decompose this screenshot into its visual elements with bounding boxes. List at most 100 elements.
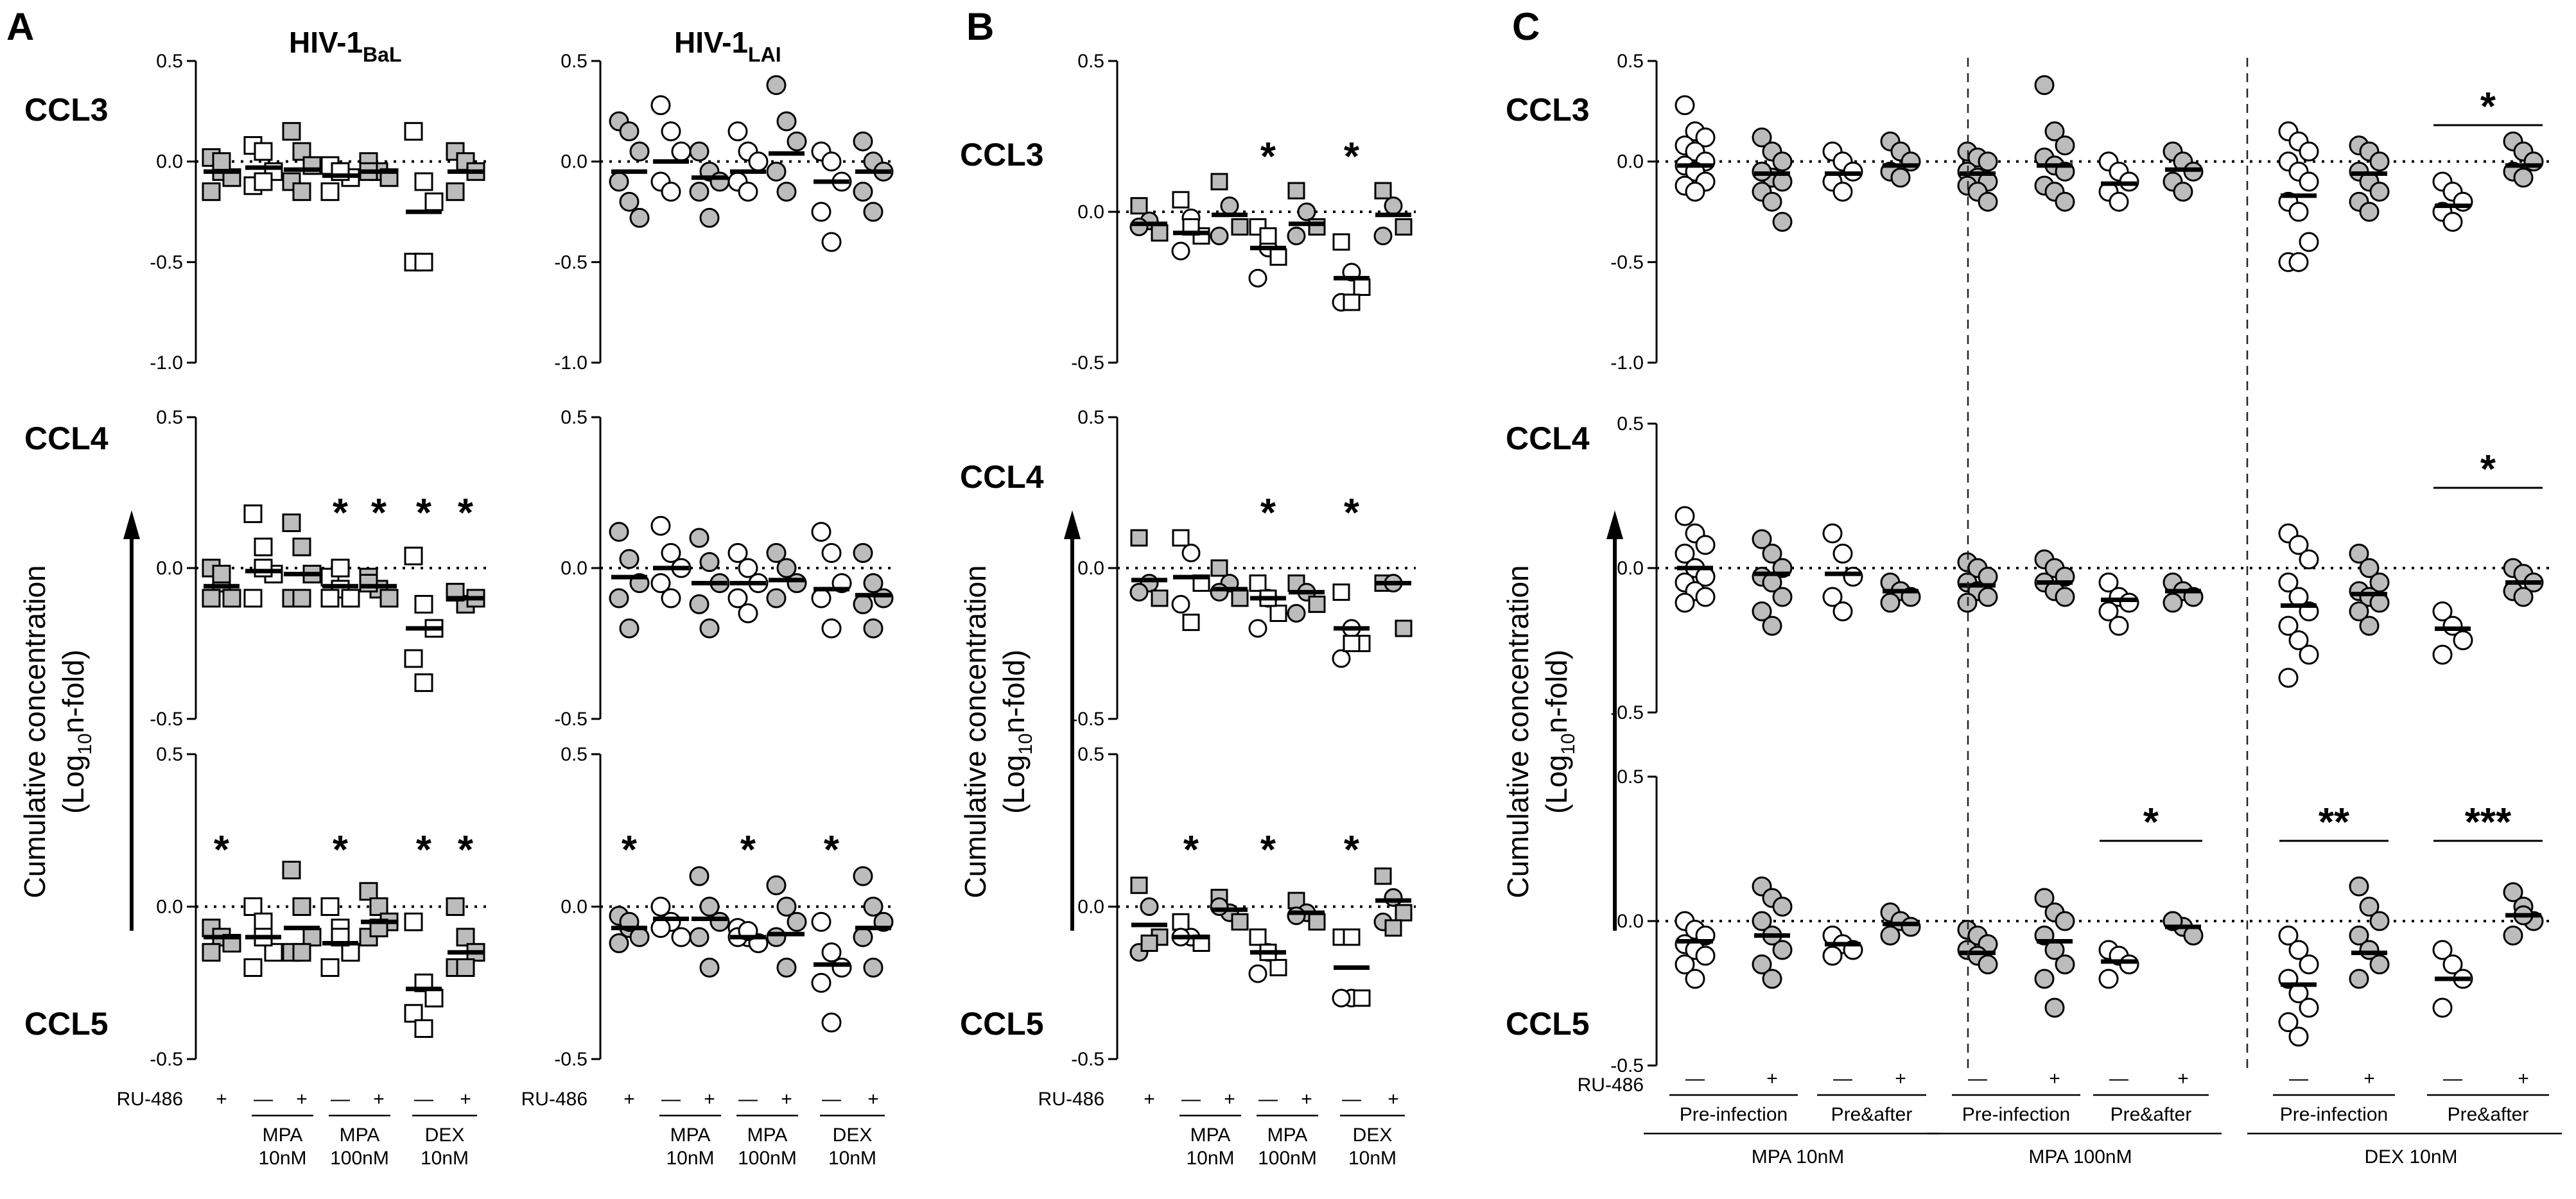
panel-b-ccl3-group-2-point-2	[1231, 218, 1249, 236]
panel-b-ccl3-group-2-point-1	[1220, 196, 1239, 216]
panel-a-lai-ccl4-group-4-point-3	[766, 588, 787, 608]
panel-c-ccl4-group-9-point-2	[2369, 573, 2390, 592]
panel-a-bal-ccl4-star-3: *	[458, 491, 474, 535]
panel-c-ccl3-group-8-point-5	[2299, 171, 2319, 192]
panel-b-ccl3-group-2-point-3	[1210, 227, 1229, 246]
panel-b-ccl3-star-1: *	[1344, 135, 1360, 179]
panel-c-ccl4-ytick-label-0: 0.5	[1617, 413, 1644, 435]
panel-a-bal-sign-4: +	[373, 1089, 385, 1110]
panel-b-ccl4-group-0-point-0	[1130, 529, 1148, 547]
panel-a-lai-ccl5-group-2-point-0	[689, 866, 709, 886]
panel-b-ccl4-group-2-point-0	[1210, 559, 1228, 577]
panel-c-ccl3-group-9-point-5	[2369, 182, 2390, 202]
panel-a-lai-ccl5-group-2-point-2	[709, 911, 730, 932]
panel-c-regimen-label-2: Pre-infection	[1962, 1104, 2070, 1125]
panel-b-ccl5-group-4-point-3	[1287, 906, 1306, 926]
panel-a-lai-ccl3-group-3-point-0	[727, 121, 748, 142]
panel-a-lai-treatment-label-1-line2: 100nM	[738, 1148, 797, 1169]
panel-a-bal-treatment-label-2-line2: 10nM	[421, 1148, 469, 1169]
panel-b-ccl3-group-1-point-0	[1172, 191, 1190, 209]
panel-a-bal-ccl3-group-5-point-1	[414, 172, 433, 191]
panel-b-ccl3-group-6-point-1	[1384, 196, 1403, 216]
panel-c-ccl5-group-9-point-5	[2369, 954, 2390, 974]
panel-a-bal-ccl3-group-2-point-4	[292, 182, 311, 202]
panel-c-ccl5-group-1-point-7	[1762, 969, 1782, 989]
panel-b-ccl3-ytick-label-1: 0.0	[1077, 202, 1104, 223]
panel-a-bal-ccl5-group-3-point-3	[320, 958, 340, 977]
panel-c-ccl4-group-6-point-4	[2109, 616, 2129, 636]
panel-c-ccl3-group-1-point-0	[1752, 127, 1772, 148]
panel-c-ccl5-ytick-label-1: 0.0	[1617, 911, 1644, 932]
panel-a-bal-ccl4-group-3-point-3	[320, 589, 340, 608]
panel-b-sign-6: +	[1388, 1089, 1399, 1110]
y-axis-title-c: Cumulative concentration (Log10n-fold)	[1501, 565, 1579, 898]
panel-b-ccl4-group-5-point-3	[1332, 649, 1351, 668]
panel-a-bal-treatment-label-0-line1: MPA	[263, 1125, 303, 1146]
y-arrow-b	[1064, 510, 1081, 931]
panel-c-ccl4-group-0-point-8	[1695, 587, 1716, 607]
panel-a-bal-ccl5-group-3-point-0	[320, 897, 340, 916]
panel-c-ccl3-group-4-point-2	[1978, 151, 1998, 172]
panel-a-lai-ccl5-group-1-point-2	[671, 927, 692, 947]
panel-c-ccl5-group-6-point-3	[2098, 969, 2119, 989]
panel-b-sign-5: —	[1342, 1089, 1361, 1110]
row-label-b-ccl4: CCL4	[960, 459, 1044, 495]
panel-c-ccl4-group-2-point-2	[1843, 567, 1863, 587]
panel-a-lai-ccl5-group-1-point-3	[650, 918, 671, 938]
y-axis-title-c-sub: 10	[1558, 733, 1579, 754]
panel-b-sign-0: +	[1144, 1089, 1155, 1110]
panel-a-bal-sign-5: —	[414, 1089, 433, 1110]
row-label-a-ccl4: CCL4	[24, 420, 109, 456]
panel-c-ccl4-group-4-point-5	[1978, 587, 1998, 607]
panel-a-bal-ccl5-group-1-point-0	[243, 897, 263, 916]
panel-c-ccl3-group-5-point-8	[2055, 191, 2075, 212]
panel-c-ccl5-ytick-label-0: 0.5	[1617, 766, 1644, 788]
panel-c-ccl5-group-8-point-0	[2278, 926, 2299, 945]
panel-a-bal-ccl4-group-4-point-3	[359, 574, 378, 592]
panel-b-treatment-label-1-line1: MPA	[1267, 1125, 1308, 1146]
panel-c-ccl4-group-3-point-3	[1880, 592, 1901, 613]
panel-c-ccl4-group-7-point-3	[2163, 592, 2183, 613]
panel-a-lai-ccl3-group-4-point-0	[766, 75, 787, 96]
panel-a-lai-ccl5-group-4-point-4	[776, 958, 797, 978]
panel-a-lai-sign-0: +	[623, 1089, 635, 1110]
panel-b-treatment-label-0-line2: 10nM	[1186, 1148, 1234, 1169]
panel-a-bal-ccl4-star-1: *	[371, 491, 387, 535]
panel-b-ccl4-group-1-point-4	[1182, 614, 1200, 632]
panel-a-lai-treatment-label-0-line2: 10nM	[666, 1148, 714, 1169]
panel-c-ccl5-group-9-point-6	[2349, 969, 2369, 989]
panel-a-lai-ccl4-ytick-label-1: 0.0	[561, 558, 587, 579]
panel-a-lai-ccl3-group-6-point-4	[863, 202, 883, 222]
panel-c-ccl4-group-9-point-6	[2349, 601, 2369, 621]
panel-a-lai-ccl3-group-4-point-4	[776, 182, 797, 202]
panel-b-ccl3-group-0-point-3	[1129, 218, 1149, 236]
panel-b-ccl3-group-0-point-2	[1151, 224, 1169, 242]
panel-a-bal-ccl5-group-1-point-2	[264, 943, 283, 962]
panel-a-lai-ccl3-group-5-point-3	[811, 202, 831, 222]
panel-a-lai-sign-2: +	[704, 1089, 715, 1110]
panel-a-bal-ccl4-group-2-point-4	[292, 589, 311, 608]
panel-c-ccl5-group-8-point-1	[2288, 940, 2309, 960]
panel-a-bal-ccl5-star-3: *	[458, 828, 474, 872]
panel-a-bal-ccl5-star-1: *	[333, 828, 349, 872]
panel-c-ccl5-group-5-point-5	[2055, 954, 2075, 974]
panel-a-bal-ccl4-group-0-point-4	[212, 564, 231, 583]
panel-a-lai-ccl3-group-2-point-0	[689, 141, 709, 162]
panel-c-ccl3-group-7-point-4	[2173, 182, 2193, 202]
panel-c-ccl5-group-5-point-2	[2055, 911, 2075, 931]
panel-a-bal-ccl5-group-3-point-2	[341, 943, 360, 962]
panel-a-bal-ccl4-group-3-point-4	[331, 558, 350, 578]
panel-a-lai-ccl3-ytick-label-3: -1.0	[554, 352, 587, 374]
panel-a-lai-ccl3-group-1-point-1	[661, 121, 681, 142]
panel-a-bal-ccl3-group-2-point-3	[282, 172, 301, 191]
col-title-bal-main: HIV-1	[289, 26, 363, 59]
panel-c-ccl4-group-1-point-1	[1762, 544, 1782, 564]
panel-c-ccl4-bracket-label-0: *	[2480, 447, 2496, 492]
panel-c-ccl5-group-4-point-5	[1978, 954, 1998, 974]
panel-a-lai-ccl3-ytick-label-0: 0.5	[561, 51, 587, 72]
panel-c-regimen-label-4: Pre-infection	[2280, 1104, 2388, 1125]
panel-c-ccl4-group-6-point-3	[2098, 601, 2119, 621]
y-axis-title-a-pre: (Log	[57, 755, 90, 814]
panel-b-ccl5-star-0: *	[1183, 828, 1199, 872]
panel-c-ccl5-group-1-point-6	[1752, 954, 1772, 974]
